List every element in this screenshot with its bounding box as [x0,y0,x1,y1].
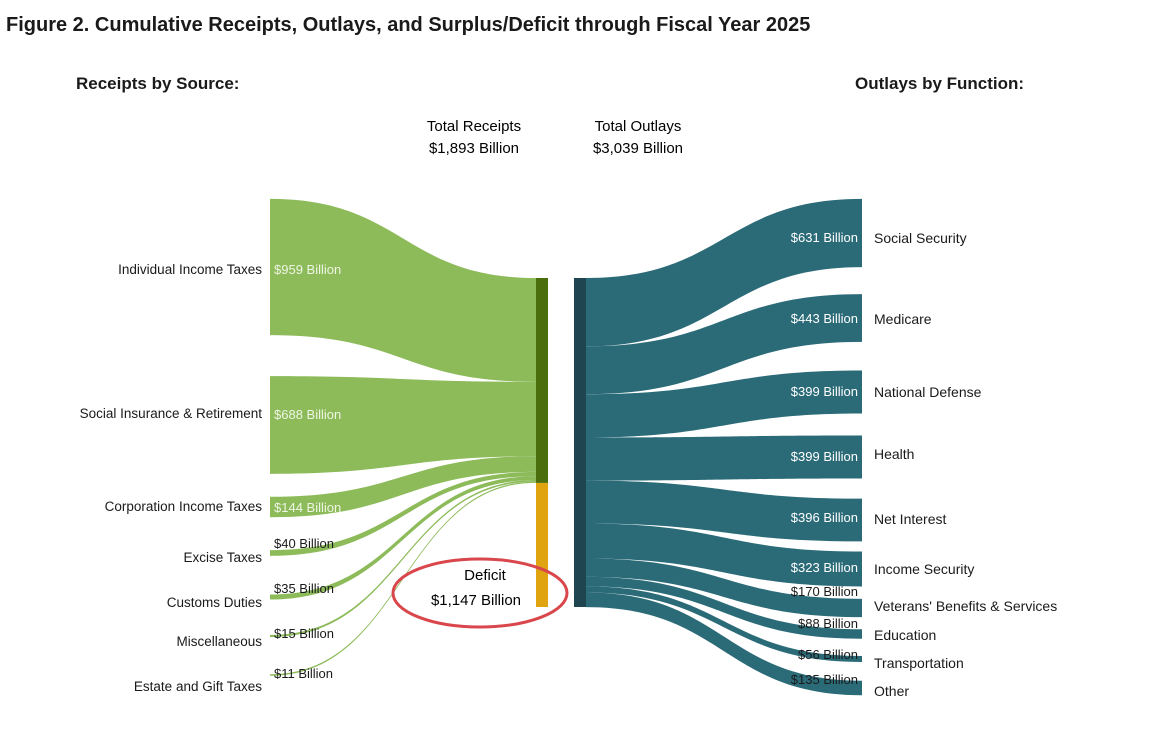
receipt-source-label: Social Insurance & Retirement [80,406,263,421]
receipt-value-label: $144 Billion [274,500,341,515]
outlay-flow-veterans-benefits-services [586,558,862,618]
page-title: Figure 2. Cumulative Receipts, Outlays, … [6,14,811,36]
receipts-heading: Receipts by Source: [76,74,240,93]
deficit-highlight-circle [391,557,569,629]
outlay-function-label: Income Security [874,561,974,577]
deficit-label: Deficit [464,567,507,584]
total-outlays-label: Total Outlays [595,118,682,135]
outlay-value-label: $399 Billion [791,384,858,399]
outlays-heading: Outlays by Function: [855,74,1025,93]
receipt-value-label: $959 Billion [274,262,341,277]
outlay-value-label: $399 Billion [791,449,858,464]
receipt-source-label: Estate and Gift Taxes [134,679,262,694]
receipt-value-label: $35 Billion [274,581,334,596]
receipt-flow-social-insurance-retirement [270,376,536,474]
outlay-flow-net-interest [586,480,862,542]
deficit-value: $1,147 Billion [431,592,521,609]
outlay-function-label: Transportation [874,655,964,671]
receipt-source-label: Customs Duties [167,595,263,610]
outlay-function-label: Veterans' Benefits & Services [874,598,1057,614]
receipt-flow-customs-duties [270,476,536,600]
outlay-value-label: $56 Billion [798,647,858,662]
receipt-value-label: $40 Billion [274,536,334,551]
outlay-flow-transportation [586,586,862,663]
outlay-value-label: $396 Billion [791,510,858,525]
outlay-function-label: Health [874,446,914,462]
outlay-flow-health [586,435,862,481]
outlay-value-label: $170 Billion [791,584,858,599]
outlay-value-label: $443 Billion [791,311,858,326]
outlay-value-label: $631 Billion [791,230,858,245]
receipt-source-label: Individual Income Taxes [118,262,262,277]
receipt-value-label: $688 Billion [274,407,341,422]
receipt-flow-miscellaneous [270,480,536,638]
receipt-source-label: Corporation Income Taxes [105,499,263,514]
outlay-flow-income-security [586,523,862,587]
receipt-flow-excise-taxes [270,471,536,556]
outlay-function-label: Education [874,627,936,643]
outlay-function-label: Medicare [874,311,932,327]
outlay-flow-social-security [586,198,862,347]
total-receipts-bar [536,278,548,483]
outlay-value-label: $135 Billion [791,672,858,687]
outlay-flow-national-defense [586,370,862,438]
outlay-function-label: National Defense [874,384,982,400]
receipt-value-label: $11 Billion [274,666,333,681]
total-receipts-label: Total Receipts [427,118,521,135]
outlay-flow-education [586,576,862,639]
total-outlays-bar [574,278,586,607]
outlay-flow-medicare [586,294,862,395]
receipt-flow-individual-income-taxes [270,198,536,382]
receipt-value-label: $15 Billion [274,626,334,641]
deficit-bar [536,482,548,607]
total-receipts-value: $1,893 Billion [429,140,519,157]
outlay-value-label: $323 Billion [791,560,858,575]
outlay-flow-other [586,592,862,696]
outlay-function-label: Social Security [874,230,967,246]
outlay-value-label: $88 Billion [798,616,858,631]
total-outlays-value: $3,039 Billion [593,140,683,157]
receipt-source-label: Excise Taxes [183,550,262,565]
receipt-source-label: Miscellaneous [176,634,262,649]
outlay-function-label: Other [874,683,909,699]
outlay-function-label: Net Interest [874,511,946,527]
receipt-flow-corporation-income-taxes [270,456,536,518]
